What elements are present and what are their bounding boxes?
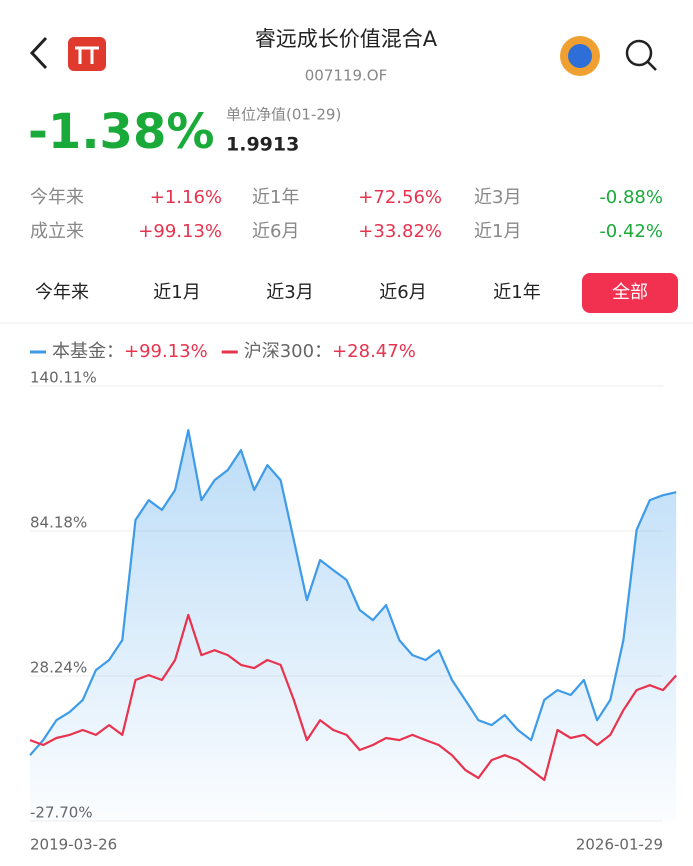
legend-name: 沪深300 [244, 341, 314, 362]
legend-separator: ： [314, 341, 332, 362]
y-tick-label: 140.11% [30, 369, 97, 387]
line [29, 429, 677, 756]
tab[interactable]: 近1年 [493, 282, 540, 303]
x-tick-label: 2019-03-26 [30, 836, 117, 854]
stat-value: +1.16% [150, 187, 222, 208]
fund-logo [68, 37, 106, 71]
y-tick-label: 84.18% [30, 513, 87, 531]
tab[interactable]: 近1月 [153, 282, 200, 303]
ai-icon-inner [568, 44, 592, 68]
legend-separator: ： [106, 341, 124, 362]
nav-label: 单位净值(01-29) [226, 106, 341, 124]
area [30, 430, 677, 821]
title: 睿远成长价值混合A [255, 27, 438, 51]
stat-label: 近6月 [252, 221, 299, 242]
legend-value: +28.47% [332, 341, 416, 362]
legend-entry: 本基金：+99.13% [52, 341, 208, 362]
stat-value: +99.13% [138, 221, 222, 242]
change: -1.38% [28, 104, 214, 160]
tab[interactable]: 全部 [612, 282, 648, 303]
fund-logo-mark [75, 46, 99, 64]
y-tick-label: 28.24% [30, 658, 87, 676]
stat-value: +33.82% [358, 221, 442, 242]
back-icon[interactable] [29, 36, 48, 70]
legend-value: +99.13% [124, 341, 208, 362]
stat-label: 近1月 [474, 221, 521, 242]
x-tick-label: 2026-01-29 [576, 836, 663, 854]
tab[interactable]: 今年来 [35, 282, 89, 303]
search-icon[interactable] [625, 39, 653, 67]
stat-label: 成立来 [30, 221, 84, 242]
fund-code: 007119.OF [305, 67, 387, 85]
tab[interactable]: 近6月 [379, 282, 426, 303]
line [29, 613, 678, 782]
stat-label: 近3月 [474, 187, 521, 208]
stat-label: 今年来 [30, 187, 84, 208]
tab-active-bg [582, 273, 678, 313]
search-handle [647, 61, 657, 71]
stat-value: -0.42% [599, 221, 663, 242]
nav: 1.9913 [226, 134, 299, 156]
stat-label: 近1年 [252, 187, 299, 208]
legend-name: 本基金 [52, 341, 106, 362]
stat-value: +72.56% [358, 187, 442, 208]
stat-value: -0.88% [599, 187, 663, 208]
tab[interactable]: 近3月 [266, 282, 313, 303]
legend-entry: 沪深300：+28.47% [244, 341, 416, 362]
